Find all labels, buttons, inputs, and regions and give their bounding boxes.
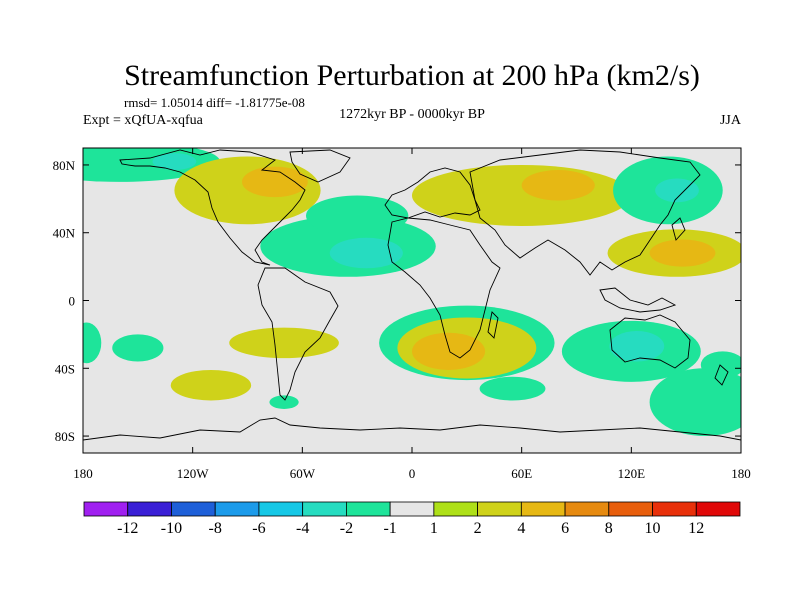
x-tick-label: 60W xyxy=(290,466,316,481)
colorbar-label: 8 xyxy=(605,520,613,537)
y-tick-label: 80N xyxy=(53,158,76,173)
colorbar-label: -1 xyxy=(383,520,396,537)
contour-region-1 xyxy=(152,153,197,171)
colorbar-swatch xyxy=(345,501,391,517)
season-label: JJA xyxy=(720,113,742,128)
contour-region-25 xyxy=(83,322,102,364)
contour-region-10 xyxy=(655,178,699,203)
contour-region-6 xyxy=(305,195,409,237)
colorbar-swatch xyxy=(564,501,610,517)
colorbar-label: -4 xyxy=(296,520,309,537)
colorbar-label: 12 xyxy=(688,520,704,537)
contour-region-20 xyxy=(479,376,546,401)
africa-coast xyxy=(387,217,501,359)
contour-region-7 xyxy=(412,164,632,226)
colorbar-swatch xyxy=(302,501,347,517)
colorbar-swatch xyxy=(171,501,216,517)
greenland-coast xyxy=(289,149,351,183)
north-america-coast xyxy=(119,149,306,266)
y-tick-label: 80S xyxy=(55,429,75,444)
colorbar-swatch xyxy=(695,501,741,517)
x-tick-label: 180 xyxy=(73,466,93,481)
colorbar-label: -12 xyxy=(117,520,138,537)
japan-coast xyxy=(671,217,686,241)
x-axis: 180 120W 60W 0 60E 120E 180 xyxy=(73,148,751,481)
x-tick-label: 0 xyxy=(409,466,416,481)
colorbar-label: 10 xyxy=(645,520,661,537)
colorbar-swatch xyxy=(389,501,435,517)
australia-coast xyxy=(609,314,691,369)
period-label: 1272kyr BP - 0000kyr BP xyxy=(339,107,485,122)
madagascar-coast xyxy=(487,311,499,339)
y-tick-label: 40S xyxy=(55,361,75,376)
colorbar-label: 4 xyxy=(517,520,525,537)
x-tick-label: 60E xyxy=(511,466,532,481)
colorbar-swatch xyxy=(214,501,260,517)
contour-region-8 xyxy=(521,170,595,201)
y-axis: 80N 40N 0 40S 80S xyxy=(53,158,741,444)
coastlines xyxy=(83,149,741,441)
chart-title: Streamfunction Perturbation at 200 hPa (… xyxy=(124,59,700,92)
x-tick-label: 120W xyxy=(177,466,210,481)
colorbar-swatch xyxy=(433,501,479,517)
south-america-coast xyxy=(257,267,339,401)
colorbar-label: 6 xyxy=(561,520,569,537)
colorbar-label: -2 xyxy=(340,520,353,537)
colorbar-label: 2 xyxy=(474,520,482,537)
contour-region-16 xyxy=(229,327,339,359)
stats-line: rmsd= 1.05014 diff= -1.81775e-08 xyxy=(124,95,305,110)
new-zealand-coast xyxy=(714,364,729,386)
colorbar-swatch xyxy=(83,501,129,517)
colorbar-swatch xyxy=(608,501,653,517)
colorbar: -12 -10 -8 -6 -4 -2 -1 1 2 4 6 8 10 12 xyxy=(83,501,741,537)
contour-region-13 xyxy=(112,334,164,362)
y-tick-label: 0 xyxy=(69,294,76,309)
y-tick-label: 40N xyxy=(53,226,76,241)
colorbar-swatch xyxy=(652,501,697,517)
colorbar-label: 1 xyxy=(430,520,438,537)
x-tick-label: 180 xyxy=(731,466,751,481)
colorbar-swatch xyxy=(258,501,304,517)
europe-coast xyxy=(384,167,481,219)
antarctica-coast xyxy=(83,417,741,441)
colorbar-label: -10 xyxy=(161,520,182,537)
contour-region-3 xyxy=(242,166,308,198)
contour-region-14 xyxy=(170,369,252,401)
asia-coast xyxy=(469,149,701,276)
contour-region-5 xyxy=(329,237,403,269)
contour-region-22 xyxy=(609,331,665,362)
contour-region-12 xyxy=(649,239,716,267)
contour-region-15 xyxy=(269,395,299,409)
colorbar-label: -8 xyxy=(209,520,222,537)
colorbar-label: -6 xyxy=(252,520,265,537)
x-tick-label: 120E xyxy=(618,466,646,481)
colorbar-swatch xyxy=(127,501,172,517)
experiment-label: Expt = xQfUA-xqfua xyxy=(83,113,204,128)
colorbar-swatch xyxy=(477,501,522,517)
contour-region-24 xyxy=(649,368,741,437)
colorbar-swatch xyxy=(520,501,566,517)
contour-region-19 xyxy=(412,332,486,370)
maritime-continent-coast xyxy=(599,287,677,313)
